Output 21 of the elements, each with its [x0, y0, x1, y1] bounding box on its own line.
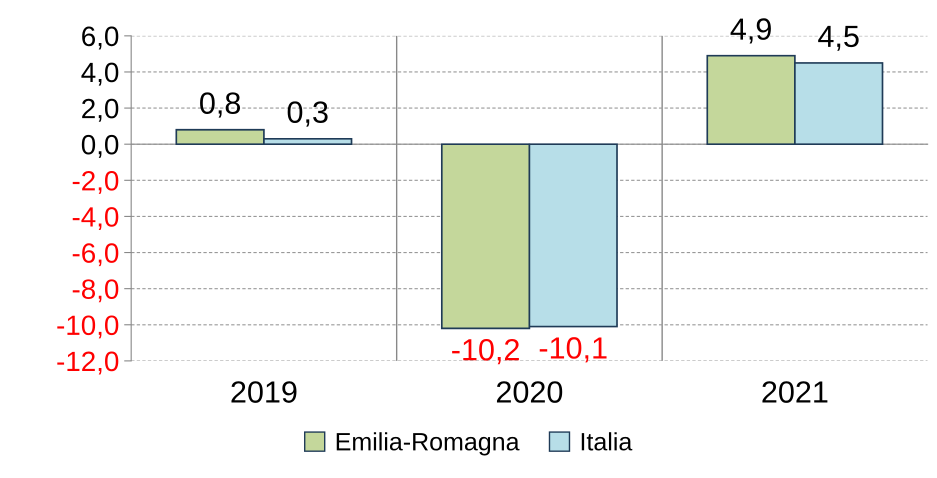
- data-label: 4,5: [818, 26, 859, 51]
- x-tick-label: 2019: [231, 381, 296, 403]
- y-tick-label: 0,0: [82, 134, 118, 158]
- data-label: 4,9: [730, 18, 771, 44]
- x-tick-label: 2021: [762, 381, 828, 403]
- y-tick-label: -4,0: [72, 207, 118, 230]
- y-tick-label: -6,0: [72, 243, 118, 266]
- x-tick-label: 2020: [496, 381, 562, 403]
- y-tick-label: 6,0: [82, 26, 118, 50]
- y-tick-label: -2,0: [72, 170, 118, 194]
- y-tick-label: 4,0: [81, 62, 118, 86]
- data-label: -10,2: [452, 338, 519, 364]
- y-tick-label: 2,0: [82, 98, 118, 122]
- data-label: 0,3: [288, 101, 328, 127]
- y-tick-label: -10,0: [57, 315, 118, 338]
- legend-label: Italia: [582, 432, 632, 451]
- legend-label: Emilia-Romagna: [336, 432, 520, 456]
- y-tick-label: -8,0: [72, 279, 118, 302]
- data-label: -10,1: [540, 337, 607, 362]
- y-tick-label: -12,0: [57, 352, 118, 375]
- data-label: 0,8: [200, 92, 240, 118]
